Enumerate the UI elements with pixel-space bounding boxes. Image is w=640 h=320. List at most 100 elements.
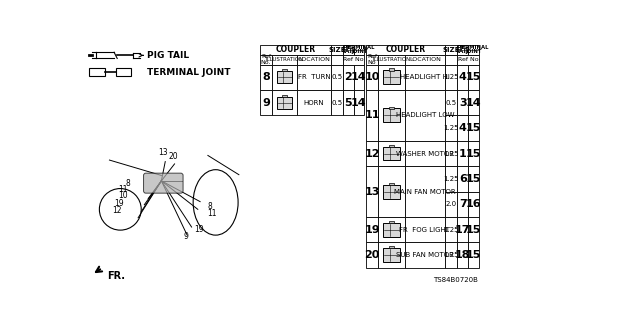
Text: JOINT: JOINT [465, 49, 482, 54]
Text: 16: 16 [466, 199, 481, 209]
Bar [366, 217, 378, 243]
Bar [272, 55, 297, 65]
Bar [458, 243, 468, 268]
Text: 20: 20 [168, 152, 178, 161]
Bar [445, 141, 458, 166]
Text: 10: 10 [118, 191, 127, 200]
Text: HEADLIGHT LOW: HEADLIGHT LOW [396, 112, 454, 118]
Bar [445, 192, 458, 217]
Bar [445, 243, 458, 268]
Bar [468, 141, 479, 166]
Text: FR  FOG LIGHT: FR FOG LIGHT [399, 227, 451, 233]
Bar [468, 166, 479, 192]
Text: 1.25: 1.25 [444, 227, 459, 233]
Text: 20: 20 [365, 250, 380, 260]
Bar [277, 97, 292, 109]
Bar [458, 141, 468, 166]
Bar [297, 90, 331, 116]
Text: 19: 19 [194, 225, 204, 234]
Text: ILLUSTRATION: ILLUSTRATION [266, 57, 304, 62]
Text: Ref No: Ref No [343, 57, 364, 62]
Text: 1: 1 [459, 148, 467, 158]
Text: TERMINAL: TERMINAL [458, 45, 489, 50]
Text: SIZE: SIZE [442, 47, 460, 52]
Text: 0.5: 0.5 [332, 100, 342, 106]
Text: 0.5: 0.5 [332, 74, 342, 80]
Text: 13: 13 [158, 148, 168, 157]
Text: SUB FAN MOTOR: SUB FAN MOTOR [396, 252, 454, 258]
Bar [445, 90, 458, 116]
Bar [389, 246, 394, 248]
Text: LOCATION: LOCATION [409, 57, 441, 62]
Bar [458, 166, 468, 192]
Text: PIG: PIG [457, 45, 469, 50]
Text: 0.5: 0.5 [445, 100, 457, 106]
Text: 14: 14 [466, 98, 481, 108]
Text: 8: 8 [125, 179, 131, 188]
Bar [404, 65, 445, 90]
Text: 7: 7 [459, 199, 467, 209]
Bar [343, 44, 353, 55]
Bar [445, 116, 458, 141]
Text: HEADLIGHT HI: HEADLIGHT HI [400, 74, 450, 80]
Text: 12: 12 [364, 148, 380, 158]
Text: COUPLER: COUPLER [275, 45, 316, 54]
Bar [378, 141, 404, 166]
Text: WASHER MOTOR: WASHER MOTOR [396, 150, 454, 156]
Bar [378, 217, 404, 243]
Bar [383, 108, 400, 122]
Bar [458, 90, 468, 116]
Bar [404, 141, 445, 166]
Bar [389, 221, 394, 223]
Text: 15: 15 [466, 250, 481, 260]
Bar [353, 44, 364, 55]
Text: 1.25: 1.25 [444, 150, 459, 156]
Bar [366, 44, 445, 55]
Bar [445, 44, 458, 55]
Bar [378, 65, 404, 90]
Bar [282, 95, 287, 97]
Bar [366, 166, 378, 217]
Text: 17: 17 [455, 225, 470, 235]
Text: 6: 6 [459, 174, 467, 184]
Bar [404, 243, 445, 268]
Bar [383, 147, 400, 160]
Text: PIG TAIL: PIG TAIL [147, 51, 189, 60]
Text: PIG: PIG [342, 45, 354, 50]
Text: ILLUSTRATION: ILLUSTRATION [372, 57, 411, 62]
Text: 4: 4 [459, 72, 467, 82]
Text: TAIL: TAIL [456, 49, 470, 54]
Text: 18: 18 [455, 250, 470, 260]
Bar [389, 145, 394, 147]
Bar [445, 166, 458, 192]
Bar [353, 90, 364, 116]
Text: 4: 4 [459, 123, 467, 133]
Text: TS84B0720B: TS84B0720B [433, 277, 477, 283]
Bar [277, 71, 292, 84]
Text: LOCATION: LOCATION [298, 57, 330, 62]
Text: 1.25: 1.25 [444, 125, 459, 131]
Text: COUPLER: COUPLER [385, 45, 426, 54]
Text: 15: 15 [466, 123, 481, 133]
Bar [343, 65, 353, 90]
Bar [389, 68, 394, 71]
Text: 1.25: 1.25 [444, 74, 459, 80]
Text: MAIN FAN MOTOR: MAIN FAN MOTOR [394, 188, 456, 195]
Bar [272, 65, 297, 90]
Bar [366, 243, 378, 268]
Text: FR.: FR. [107, 271, 125, 281]
Bar [272, 90, 297, 116]
Bar [353, 65, 364, 90]
Bar [389, 107, 394, 109]
Text: 15: 15 [466, 148, 481, 158]
Bar [468, 217, 479, 243]
Text: Ref No: Ref No [458, 57, 479, 62]
Text: Ref
No.: Ref No. [260, 54, 271, 65]
Text: 14: 14 [351, 98, 367, 108]
Bar [389, 183, 394, 185]
Bar [366, 55, 378, 65]
Bar [468, 192, 479, 217]
Bar [458, 55, 479, 65]
Text: 11: 11 [118, 185, 128, 194]
Bar [458, 217, 468, 243]
